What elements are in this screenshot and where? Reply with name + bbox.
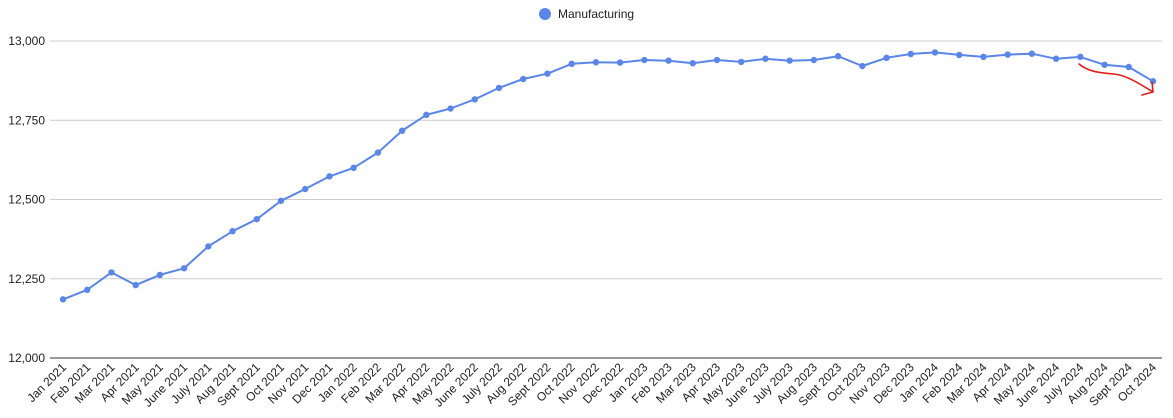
data-point <box>350 164 357 171</box>
data-point <box>931 49 939 56</box>
data-point <box>326 173 333 180</box>
data-point <box>1149 78 1157 85</box>
data-point <box>762 55 769 62</box>
data-point <box>641 56 648 64</box>
data-point <box>1052 55 1060 62</box>
data-point <box>374 149 382 156</box>
y-tick-label: 12,750 <box>8 113 45 127</box>
data-point <box>156 271 164 279</box>
series-line-manufacturing <box>62 51 1154 301</box>
data-point <box>471 96 478 103</box>
data-point <box>810 56 818 64</box>
data-point <box>132 281 139 289</box>
y-tick-label: 12,250 <box>8 272 45 286</box>
data-point <box>883 54 890 62</box>
data-point <box>568 60 575 68</box>
data-point <box>1004 51 1011 58</box>
data-point <box>447 105 454 112</box>
data-point <box>84 286 91 294</box>
data-point <box>689 59 696 67</box>
data-point <box>180 265 188 272</box>
data-point <box>738 58 745 66</box>
data-point <box>616 59 624 66</box>
data-point <box>1028 50 1036 57</box>
data-point <box>592 59 600 66</box>
data-point <box>786 57 793 64</box>
data-point <box>665 57 672 64</box>
data-point <box>253 215 260 223</box>
data-point <box>980 53 987 61</box>
y-tick-label: 13,000 <box>8 34 45 48</box>
data-point <box>108 269 115 276</box>
data-point <box>1101 61 1108 68</box>
annotation-arrow <box>1078 63 1154 96</box>
data-point <box>713 56 721 64</box>
data-point <box>956 51 963 59</box>
data-point <box>859 62 866 70</box>
series-manufacturing <box>59 49 1157 303</box>
y-tick-label: 12,000 <box>8 351 45 365</box>
legend-label-manufacturing: Manufacturing <box>558 7 634 21</box>
data-point <box>1125 63 1132 71</box>
data-point <box>229 228 236 235</box>
data-point <box>495 84 503 92</box>
y-axis-tick-labels: 12,000 12,250 12,500 12,750 13,000 <box>8 34 45 365</box>
data-point <box>205 243 212 250</box>
data-point <box>520 75 527 83</box>
data-point <box>398 127 406 134</box>
legend-marker-manufacturing <box>539 8 551 20</box>
data-point <box>907 50 914 58</box>
data-point <box>277 197 285 204</box>
data-point <box>1077 53 1084 61</box>
data-point <box>544 70 551 77</box>
data-point <box>834 53 842 60</box>
legend: Manufacturing <box>539 7 634 21</box>
y-tick-label: 12,500 <box>8 193 45 207</box>
gridlines <box>50 40 1162 359</box>
data-point <box>423 111 430 119</box>
data-point <box>302 185 309 193</box>
data-point <box>59 296 67 303</box>
